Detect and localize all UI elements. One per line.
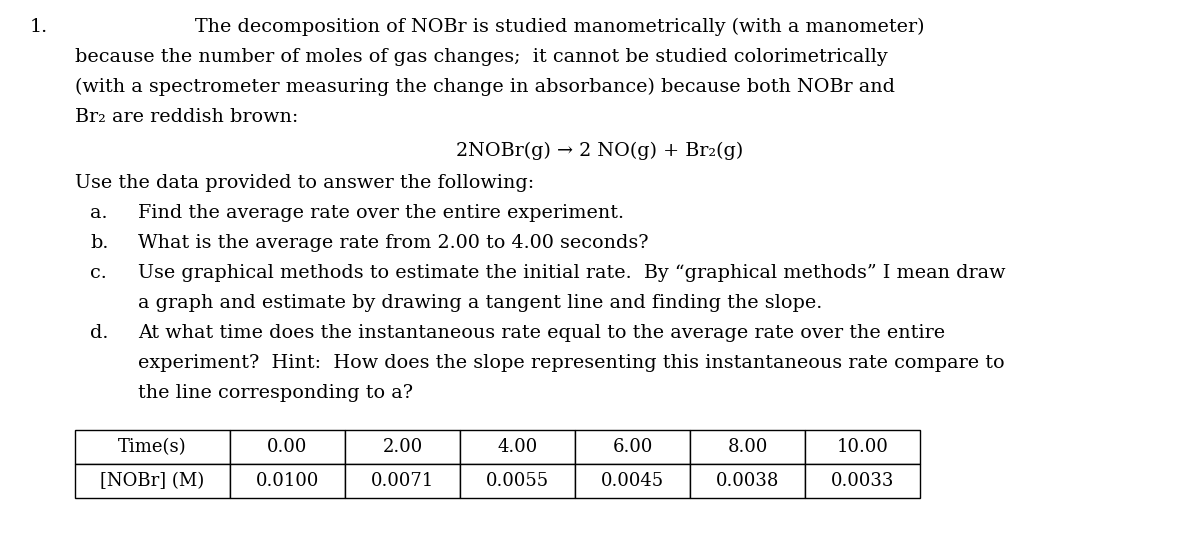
Text: a graph and estimate by drawing a tangent line and finding the slope.: a graph and estimate by drawing a tangen…: [138, 294, 822, 312]
Bar: [460, 430, 575, 464]
Bar: [460, 464, 575, 498]
Text: What is the average rate from 2.00 to 4.00 seconds?: What is the average rate from 2.00 to 4.…: [138, 234, 648, 252]
Text: Use the data provided to answer the following:: Use the data provided to answer the foll…: [74, 174, 534, 192]
Text: 10.00: 10.00: [836, 438, 888, 456]
Text: a.: a.: [90, 204, 108, 222]
Text: 4.00: 4.00: [497, 438, 538, 456]
Bar: [690, 430, 805, 464]
Bar: [74, 430, 230, 464]
Bar: [346, 430, 460, 464]
Text: experiment?  Hint:  How does the slope representing this instantaneous rate comp: experiment? Hint: How does the slope rep…: [138, 354, 1004, 372]
Text: 8.00: 8.00: [727, 438, 768, 456]
Bar: [230, 430, 346, 464]
Text: Time(s): Time(s): [118, 438, 187, 456]
Text: 6.00: 6.00: [612, 438, 653, 456]
Text: b.: b.: [90, 234, 108, 252]
Bar: [805, 430, 920, 464]
Text: (with a spectrometer measuring the change in absorbance) because both NOBr and: (with a spectrometer measuring the chang…: [74, 78, 895, 96]
Text: The decomposition of NOBr is studied manometrically (with a manometer): The decomposition of NOBr is studied man…: [194, 18, 924, 36]
Text: 0.0071: 0.0071: [371, 472, 434, 490]
Text: 0.0045: 0.0045: [601, 472, 664, 490]
Text: d.: d.: [90, 324, 108, 342]
Text: 2.00: 2.00: [383, 438, 422, 456]
Text: 0.0038: 0.0038: [716, 472, 779, 490]
Text: because the number of moles of gas changes;  it cannot be studied colorimetrical: because the number of moles of gas chang…: [74, 48, 888, 66]
Bar: [690, 464, 805, 498]
Text: Find the average rate over the entire experiment.: Find the average rate over the entire ex…: [138, 204, 624, 222]
Text: the line corresponding to a?: the line corresponding to a?: [138, 384, 413, 402]
Text: [NOBr] (M): [NOBr] (M): [101, 472, 205, 490]
Bar: [74, 464, 230, 498]
Text: 0.0033: 0.0033: [830, 472, 894, 490]
Bar: [575, 430, 690, 464]
Text: Use graphical methods to estimate the initial rate.  By “graphical methods” I me: Use graphical methods to estimate the in…: [138, 264, 1006, 282]
Bar: [575, 464, 690, 498]
Bar: [346, 464, 460, 498]
Text: At what time does the instantaneous rate equal to the average rate over the enti: At what time does the instantaneous rate…: [138, 324, 946, 342]
Text: c.: c.: [90, 264, 107, 282]
Text: 2NOBr(g) → 2 NO(g) + Br₂(g): 2NOBr(g) → 2 NO(g) + Br₂(g): [456, 142, 744, 160]
Text: 0.00: 0.00: [268, 438, 307, 456]
Bar: [805, 464, 920, 498]
Bar: [230, 464, 346, 498]
Text: 0.0100: 0.0100: [256, 472, 319, 490]
Text: 1.: 1.: [30, 18, 48, 36]
Text: 0.0055: 0.0055: [486, 472, 550, 490]
Text: Br₂ are reddish brown:: Br₂ are reddish brown:: [74, 108, 299, 126]
